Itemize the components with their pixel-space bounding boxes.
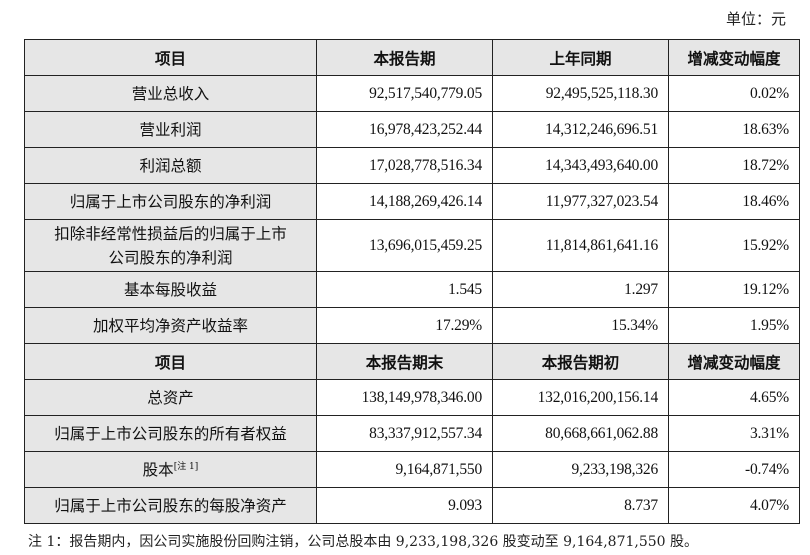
cell-prior: 8.737: [492, 487, 669, 524]
header-item: 项目: [24, 343, 317, 380]
cell-change: 0.02%: [668, 75, 800, 112]
cell-prior: 11,814,861,641.16: [492, 219, 669, 272]
row-label: 基本每股收益: [24, 271, 317, 308]
cell-change: 3.31%: [668, 415, 800, 452]
cell-change: 19.12%: [668, 271, 800, 308]
table-row: 归属于上市公司股东的净利润 14,188,269,426.14 11,977,3…: [24, 183, 800, 220]
header-current-period: 本报告期: [316, 39, 493, 76]
cell-current: 13,696,015,459.25: [316, 219, 493, 272]
table-row: 归属于上市公司股东的每股净资产 9.093 8.737 4.07%: [24, 487, 800, 524]
row-label: 加权平均净资产收益率: [24, 307, 317, 344]
header-prior-period: 上年同期: [492, 39, 669, 76]
cell-change: 1.95%: [668, 307, 800, 344]
cell-change: 4.07%: [668, 487, 800, 524]
footnote-ref: [注 1]: [173, 461, 199, 472]
header-period-end: 本报告期末: [316, 343, 493, 380]
row-label: 股本[注 1]: [24, 451, 317, 488]
cell-prior: 9,233,198,326: [492, 451, 669, 488]
row-label-line-1: 扣除非经常性损益后的归属于上市: [54, 224, 287, 243]
cell-prior: 80,668,661,062.88: [492, 415, 669, 452]
cell-change: 18.63%: [668, 111, 800, 148]
table-row: 利润总额 17,028,778,516.34 14,343,493,640.00…: [24, 147, 800, 184]
header-item: 项目: [24, 39, 317, 76]
unit-label: 单位：元: [725, 10, 786, 28]
table-row: 加权平均净资产收益率 17.29% 15.34% 1.95%: [24, 307, 800, 344]
cell-current: 16,978,423,252.44: [316, 111, 493, 148]
cell-change: 4.65%: [668, 379, 800, 416]
cell-current: 138,149,978,346.00: [316, 379, 493, 416]
table-row: 归属于上市公司股东的所有者权益 83,337,912,557.34 80,668…: [24, 415, 800, 452]
table-row: 总资产 138,149,978,346.00 132,016,200,156.1…: [24, 379, 800, 416]
cell-current: 17,028,778,516.34: [316, 147, 493, 184]
cell-prior: 14,343,493,640.00: [492, 147, 669, 184]
cell-current: 83,337,912,557.34: [316, 415, 493, 452]
cell-current: 17.29%: [316, 307, 493, 344]
row-label-line-2: 公司股东的净利润: [108, 248, 233, 267]
row-label: 归属于上市公司股东的每股净资产: [24, 487, 317, 524]
cell-change: 18.46%: [668, 183, 800, 220]
row-label: 归属于上市公司股东的净利润: [24, 183, 317, 220]
cell-prior: 11,977,327,023.54: [492, 183, 669, 220]
financial-summary-table: 项目 本报告期 上年同期 增减变动幅度 营业总收入 92,517,540,779…: [24, 39, 800, 524]
cell-prior: 15.34%: [492, 307, 669, 344]
cell-prior: 92,495,525,118.30: [492, 75, 669, 112]
cell-current: 9.093: [316, 487, 493, 524]
cell-current: 92,517,540,779.05: [316, 75, 493, 112]
row-label: 营业利润: [24, 111, 317, 148]
header-change: 增减变动幅度: [668, 343, 800, 380]
row-label: 营业总收入: [24, 75, 317, 112]
cell-prior: 14,312,246,696.51: [492, 111, 669, 148]
table-row: 扣除非经常性损益后的归属于上市 公司股东的净利润 13,696,015,459.…: [24, 219, 800, 272]
table-header-row: 项目 本报告期末 本报告期初 增减变动幅度: [24, 343, 800, 380]
row-label: 扣除非经常性损益后的归属于上市 公司股东的净利润: [24, 219, 317, 272]
cell-prior: 1.297: [492, 271, 669, 308]
table-row: 股本[注 1] 9,164,871,550 9,233,198,326 -0.7…: [24, 451, 800, 488]
header-period-start: 本报告期初: [492, 343, 669, 380]
table-header-row: 项目 本报告期 上年同期 增减变动幅度: [24, 39, 800, 76]
row-label: 利润总额: [24, 147, 317, 184]
cell-current: 14,188,269,426.14: [316, 183, 493, 220]
cell-change: 15.92%: [668, 219, 800, 272]
table-row: 营业总收入 92,517,540,779.05 92,495,525,118.3…: [24, 75, 800, 112]
row-label: 归属于上市公司股东的所有者权益: [24, 415, 317, 452]
row-label: 总资产: [24, 379, 317, 416]
cell-change: -0.74%: [668, 451, 800, 488]
header-change: 增减变动幅度: [668, 39, 800, 76]
cell-current: 1.545: [316, 271, 493, 308]
table-row: 营业利润 16,978,423,252.44 14,312,246,696.51…: [24, 111, 800, 148]
cell-current: 9,164,871,550: [316, 451, 493, 488]
cell-prior: 132,016,200,156.14: [492, 379, 669, 416]
cell-change: 18.72%: [668, 147, 800, 184]
table-row: 基本每股收益 1.545 1.297 19.12%: [24, 271, 800, 308]
footnote: 注 1：报告期内，因公司实施股份回购注销，公司总股本由 9,233,198,32…: [28, 534, 699, 550]
row-label-text: 股本: [142, 460, 174, 479]
